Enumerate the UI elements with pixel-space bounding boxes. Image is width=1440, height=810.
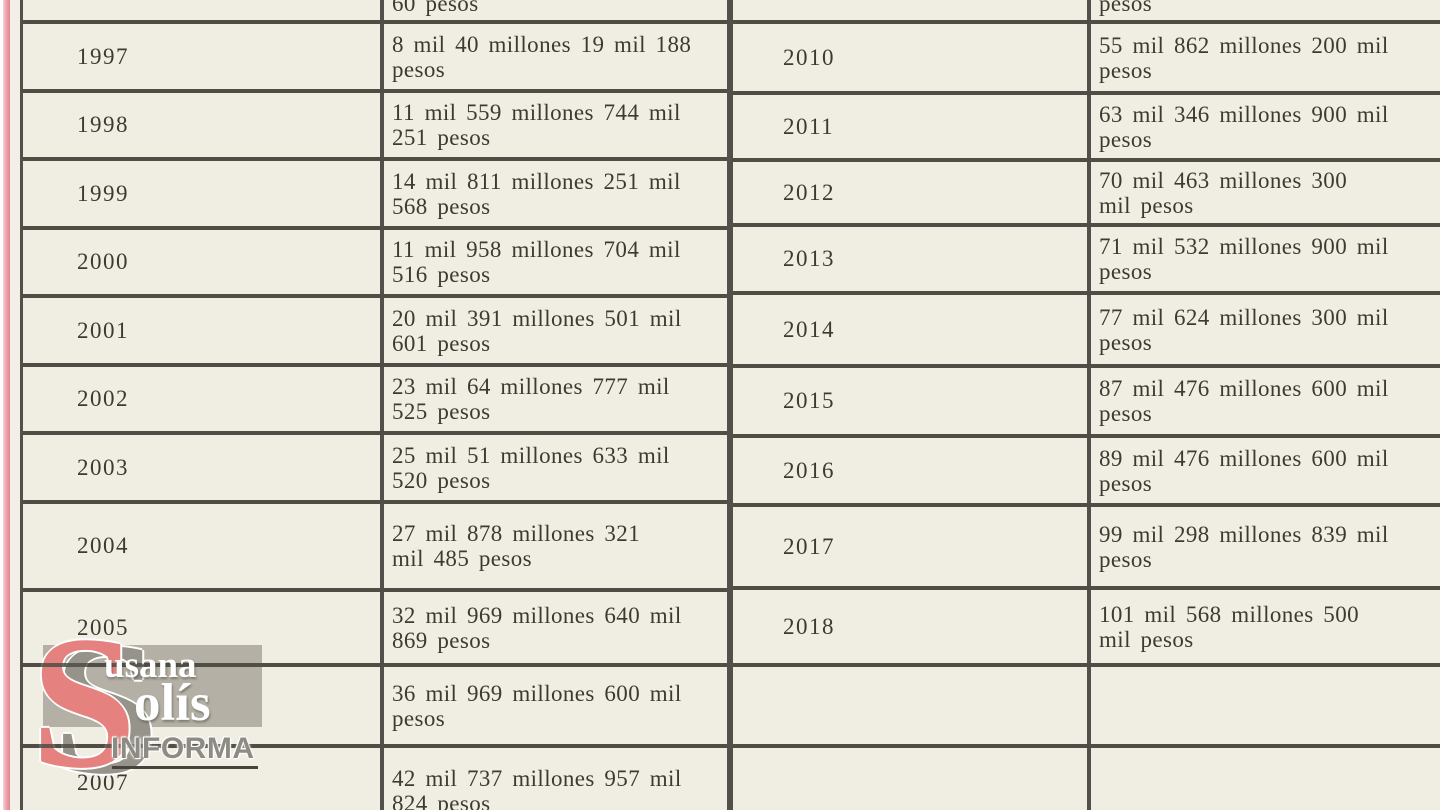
amount-cell: 89 mil 476 millones 600 mil pesos [1087, 438, 1440, 503]
table-row: 2017 99 mil 298 millones 839 mil pesos [733, 507, 1440, 590]
amount-cell [1087, 748, 1440, 810]
amount-cell: 20 mil 391 millones 501 mil 601 pesos [380, 298, 727, 363]
table-row-partial: pesos [733, 0, 1440, 24]
left-accent-stripe [3, 0, 10, 810]
amount-cell: pesos [1087, 0, 1440, 20]
year-cell: 2017 [783, 533, 835, 559]
table-row: 2003 25 mil 51 millones 633 mil 520 peso… [23, 435, 727, 504]
year-cell [733, 748, 1087, 810]
table-row: 2012 70 mil 463 millones 300 mil pesos [733, 162, 1440, 227]
year-cell: 2005 [77, 614, 129, 640]
table-row: 1997 8 mil 40 millones 19 mil 188 pesos [23, 24, 727, 93]
amount-cell: 70 mil 463 millones 300 mil pesos [1087, 162, 1440, 223]
year-cell [733, 0, 1087, 20]
year-cell: 1997 [77, 43, 129, 69]
table-row: 2005 32 mil 969 millones 640 mil 869 pes… [23, 592, 727, 667]
year-cell: 2001 [77, 317, 129, 343]
amount-cell: 77 mil 624 millones 300 mil pesos [1087, 295, 1440, 364]
table-row: 2016 89 mil 476 millones 600 mil pesos [733, 438, 1440, 507]
year-cell: 2002 [77, 386, 129, 411]
year-cell: 2006 [77, 692, 129, 718]
table-row: 2011 63 mil 346 millones 900 mil pesos [733, 95, 1440, 162]
amount-cell: 8 mil 40 millones 19 mil 188 pesos [380, 24, 727, 89]
year-cell: 2000 [77, 249, 129, 274]
amount-cell: 27 mil 878 millones 321 mil 485 pesos [380, 504, 727, 588]
year-cell [733, 667, 1087, 744]
year-cell: 2018 [783, 613, 835, 639]
table-row: 1999 14 mil 811 millones 251 mil 568 pes… [23, 161, 727, 230]
year-cell: 2011 [783, 113, 835, 139]
year-cell: 2007 [77, 770, 129, 795]
year-cell: 2010 [783, 44, 835, 70]
amount-cell: 11 mil 559 millones 744 mil 251 pesos [380, 93, 727, 157]
year-cell: 1999 [77, 180, 129, 206]
table-row: 2004 27 mil 878 millones 321 mil 485 pes… [23, 504, 727, 592]
year-cell: 2014 [783, 316, 835, 342]
table-row-partial: 60 pesos [23, 0, 727, 24]
year-cell: 2003 [77, 454, 129, 480]
amount-cell: 101 mil 568 millones 500 mil pesos [1087, 590, 1440, 663]
amount-cell: 42 mil 737 millones 957 mil 824 pesos [380, 748, 727, 810]
table-row-empty [733, 748, 1440, 810]
table-row-empty [733, 667, 1440, 748]
amount-cell: 55 mil 862 millones 200 mil pesos [1087, 24, 1440, 91]
amount-cell: 23 mil 64 millones 777 mil 525 pesos [380, 367, 727, 431]
amount-cell: 87 mil 476 millones 600 mil pesos [1087, 368, 1440, 434]
year-cell: 1998 [77, 112, 129, 137]
table-row: 2010 55 mil 862 millones 200 mil pesos [733, 24, 1440, 95]
table-row: 2001 20 mil 391 millones 501 mil 601 pes… [23, 298, 727, 367]
budget-table-2010-2018: pesos 2010 55 mil 862 millones 200 mil p… [730, 0, 1440, 810]
amount-cell [1087, 667, 1440, 744]
table-row: 2006 36 mil 969 millones 600 mil pesos [23, 667, 727, 748]
budget-table-1997-2007: 60 pesos 1997 8 mil 40 millones 19 mil 1… [20, 0, 730, 810]
year-cell: 2015 [783, 388, 835, 413]
amount-cell: 63 mil 346 millones 900 mil pesos [1087, 95, 1440, 158]
amount-cell: 14 mil 811 millones 251 mil 568 pesos [380, 161, 727, 226]
year-cell: 2016 [783, 457, 835, 483]
amount-cell: 60 pesos [380, 0, 727, 20]
table-row: 2000 11 mil 958 millones 704 mil 516 pes… [23, 230, 727, 298]
table-row: 2014 77 mil 624 millones 300 mil pesos [733, 295, 1440, 368]
left-white-edge [0, 0, 3, 810]
amount-cell: 32 mil 969 millones 640 mil 869 pesos [380, 592, 727, 663]
amount-cell: 36 mil 969 millones 600 mil pesos [380, 667, 727, 744]
year-cell: 2004 [77, 533, 129, 558]
year-cell: 2013 [783, 246, 835, 271]
amount-cell: 25 mil 51 millones 633 mil 520 pesos [380, 435, 727, 500]
year-cell: 2012 [783, 179, 835, 205]
table-row: 2015 87 mil 476 millones 600 mil pesos [733, 368, 1440, 438]
amount-cell: 11 mil 958 millones 704 mil 516 pesos [380, 230, 727, 294]
table-row: 1998 11 mil 559 millones 744 mil 251 pes… [23, 93, 727, 161]
table-row: 2013 71 mil 532 millones 900 mil pesos [733, 227, 1440, 295]
table-row: 2002 23 mil 64 millones 777 mil 525 peso… [23, 367, 727, 435]
amount-cell: 99 mil 298 millones 839 mil pesos [1087, 507, 1440, 586]
table-row: 2018 101 mil 568 millones 500 mil pesos [733, 590, 1440, 667]
table-row: 2007 42 mil 737 millones 957 mil 824 pes… [23, 748, 727, 810]
year-cell [23, 0, 380, 20]
amount-cell: 71 mil 532 millones 900 mil pesos [1087, 227, 1440, 291]
